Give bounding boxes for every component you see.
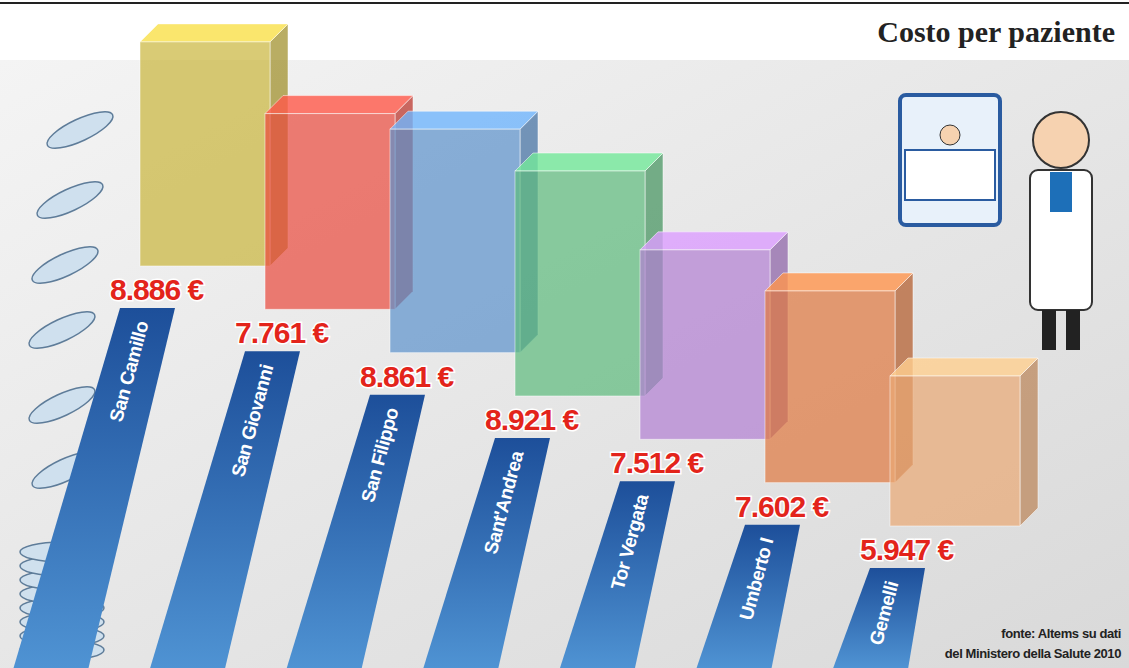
source-line: fonte: Altems su dati <box>1001 626 1121 641</box>
ribbon <box>150 351 300 668</box>
category-label: Umberto I <box>735 535 777 622</box>
bars <box>140 24 1038 526</box>
ribbon <box>14 308 175 668</box>
coin <box>28 240 103 290</box>
bar-top <box>890 358 1038 376</box>
icon-bed <box>900 95 1000 225</box>
icon-bed-sheet <box>905 150 995 200</box>
chart-container: San Camillo San Giovanni San Filippo Sant'A… <box>0 0 1129 668</box>
data-labels: 8.886 € 7.761 € 8.861 € 8.921 € 7.512 € 7.602… <box>110 273 954 566</box>
data-label: 8.886 € <box>110 273 204 306</box>
icon-doctor-leg <box>1066 310 1080 350</box>
ribbon <box>833 568 925 668</box>
data-label: 8.921 € <box>485 403 579 436</box>
icon-patient <box>940 125 960 145</box>
bar <box>390 129 520 352</box>
data-label: 7.761 € <box>235 316 329 349</box>
icon-doctor-coat <box>1030 170 1092 310</box>
bar-top <box>140 24 288 42</box>
category-label: Tor Vergata <box>607 491 653 592</box>
source: fonte: Altems su dati del Ministero della… <box>945 626 1121 661</box>
bar <box>515 171 645 396</box>
bar-top <box>265 96 413 114</box>
bar <box>140 42 270 266</box>
bar-side <box>1020 358 1038 526</box>
ribbon <box>697 525 800 668</box>
chart-svg: San Camillo San Giovanni San Filippo Sant'A… <box>0 0 1129 668</box>
bar-top <box>640 232 788 250</box>
icon-doctor-head <box>1033 112 1089 168</box>
data-label: 7.602 € <box>735 490 829 523</box>
ribbon <box>287 395 425 668</box>
category-label: San Filippo <box>357 406 402 505</box>
bar-group <box>890 358 1038 526</box>
category-label: San Camillo <box>105 319 152 424</box>
category-label: Gemelli <box>865 579 902 647</box>
ribbon <box>560 481 675 668</box>
icons <box>900 95 1092 350</box>
icon-doctor-leg <box>1042 310 1056 350</box>
coin <box>33 175 108 225</box>
icon-doctor-tie <box>1050 172 1072 212</box>
data-label: 8.861 € <box>360 360 454 393</box>
bar-top <box>515 153 663 171</box>
data-label: 7.512 € <box>610 446 704 479</box>
category-label: San Giovanni <box>227 362 277 479</box>
title: Costo per paziente <box>877 15 1115 48</box>
source-line: del Ministero della Salute 2010 <box>945 646 1121 661</box>
data-label: 5.947 € <box>860 533 954 566</box>
bar <box>265 114 395 310</box>
category-labels: San Camillo San Giovanni San Filippo Sant'A… <box>105 319 902 647</box>
bar <box>890 376 1020 526</box>
bar <box>640 250 770 439</box>
bar <box>765 291 895 483</box>
top-rule <box>0 2 1129 4</box>
bar-top <box>765 273 913 291</box>
coin <box>25 305 100 355</box>
bar-top <box>390 111 538 129</box>
ribbon <box>423 438 550 668</box>
background <box>0 0 1129 668</box>
category-label: Sant'Andrea <box>480 448 528 556</box>
coin <box>43 105 118 155</box>
